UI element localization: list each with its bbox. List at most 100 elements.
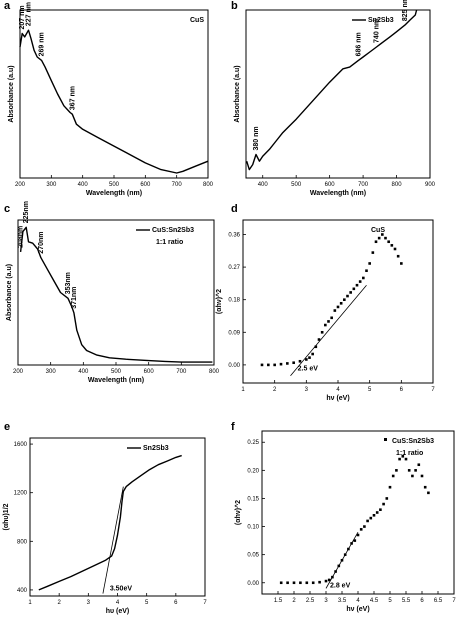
data-point — [411, 474, 414, 478]
x-tick-label: 2 — [57, 600, 61, 606]
series-line — [19, 226, 213, 363]
x-tick-label: 7 — [203, 600, 207, 606]
data-point — [346, 294, 349, 298]
fit-line — [325, 531, 359, 589]
x-tick-label: 800 — [203, 182, 214, 188]
data-point — [400, 262, 403, 265]
data-point — [286, 362, 289, 365]
x-tick-label: 600 — [325, 182, 336, 188]
chart-panel-d: d 1 2 3 4 5 6 7 0.00 0.09 0.18 0.27 0.36 hν (eV) (αhν)… — [215, 203, 435, 402]
panel-letter-f: f — [231, 421, 235, 433]
x-tick-label: 4.5 — [370, 598, 379, 604]
y-tick-label: 0.20 — [247, 468, 259, 474]
data-point — [311, 581, 315, 585]
y-tick-label: 0.36 — [228, 232, 240, 238]
data-point — [401, 454, 405, 458]
x-tick-label: 3 — [305, 387, 309, 393]
data-point — [382, 502, 385, 506]
x-tick-label: 600 — [144, 369, 155, 375]
chart-panel-c: c 200 300 400 500 600 700 800 Wavelength (nm) Abs… — [4, 201, 220, 384]
data-point — [314, 345, 318, 349]
x-tick-label: 7 — [452, 598, 456, 604]
data-point — [375, 511, 379, 514]
legend-label: CuS:Sn2Sb3 — [152, 227, 194, 234]
data-point — [353, 539, 357, 542]
y-tick-label: 0.09 — [228, 330, 240, 336]
data-point — [339, 302, 343, 305]
y-tick-label: 400 — [17, 588, 28, 594]
plot-frame — [245, 9, 431, 179]
data-point — [377, 236, 381, 240]
data-point — [381, 233, 384, 236]
data-point — [349, 291, 352, 294]
x-tick-label: 6 — [174, 600, 178, 606]
y-axis-label: Absorbance (a.u) — [8, 65, 15, 122]
x-tick-label: 2 — [273, 387, 277, 393]
data-point — [320, 330, 324, 334]
peak-annotation: 353nm — [65, 272, 72, 294]
y-tick-label: 0.18 — [228, 298, 240, 304]
x-tick-label: 800 — [209, 369, 220, 375]
data-point — [292, 581, 296, 585]
data-point — [308, 356, 311, 359]
legend-label: CuS — [190, 17, 204, 24]
data-point — [279, 362, 283, 366]
data-point — [423, 485, 427, 489]
data-point — [292, 361, 295, 365]
x-tick-label: 800 — [392, 182, 403, 188]
data-point — [395, 469, 398, 472]
data-point — [385, 497, 389, 500]
x-tick-label: 5 — [388, 598, 392, 604]
panel-letter-b: b — [231, 0, 238, 12]
peak-annotation: 825 nm — [402, 0, 409, 21]
data-point — [374, 240, 378, 244]
x-tick-label: 4 — [336, 387, 340, 393]
plot-frame — [17, 219, 215, 366]
x-tick-label: 700 — [358, 182, 369, 188]
x-tick-label: 7 — [431, 387, 435, 393]
y-axis-label: (αhυ)1/2 — [3, 503, 10, 530]
data-point — [343, 298, 346, 301]
data-point — [318, 580, 321, 584]
data-point — [311, 352, 314, 356]
x-tick-label: 3.5 — [338, 598, 347, 604]
x-tick-label: 400 — [258, 182, 269, 188]
panel-letter-a: a — [4, 0, 11, 12]
legend-label: Sn2Sb3 — [368, 17, 394, 24]
data-point — [371, 251, 375, 254]
panel-letter-d: d — [231, 203, 238, 215]
data-point — [407, 469, 411, 472]
x-tick-label: 5.5 — [402, 598, 411, 604]
x-tick-label: 4 — [356, 598, 360, 604]
y-tick-label: 0.25 — [247, 440, 259, 446]
y-axis-label: Absorbance (a.u) — [6, 264, 13, 321]
x-tick-label: 6.5 — [434, 598, 443, 604]
peak-annotation: 686 nm — [355, 32, 362, 56]
data-point — [368, 262, 371, 265]
data-point — [420, 474, 424, 478]
peak-annotation: 270nm — [38, 232, 45, 254]
data-point — [330, 316, 333, 320]
x-tick-label: 400 — [78, 182, 89, 188]
y-tick-label: 0.05 — [247, 553, 259, 559]
data-point — [286, 581, 289, 585]
data-point — [324, 579, 328, 583]
data-point — [398, 457, 401, 461]
bandgap-annotation: 3.50eV — [110, 586, 133, 593]
data-point — [359, 528, 363, 531]
data-point — [396, 254, 400, 258]
data-point — [404, 457, 408, 461]
fit-line — [290, 284, 367, 377]
x-tick-label: 900 — [425, 182, 436, 188]
legend-label: CuS — [371, 227, 385, 234]
x-axis-label: hν (eV) — [326, 395, 349, 402]
y-tick-label: 800 — [17, 539, 28, 545]
panel-letter-e: e — [4, 421, 10, 433]
data-point — [273, 363, 276, 367]
x-tick-label: 1.5 — [274, 598, 283, 604]
x-tick-label: 5 — [145, 600, 149, 606]
data-point — [391, 474, 395, 478]
x-axis-label: Wavelength (nm) — [86, 190, 142, 197]
data-point — [379, 508, 382, 511]
peak-annotation: 371nm — [71, 287, 78, 309]
